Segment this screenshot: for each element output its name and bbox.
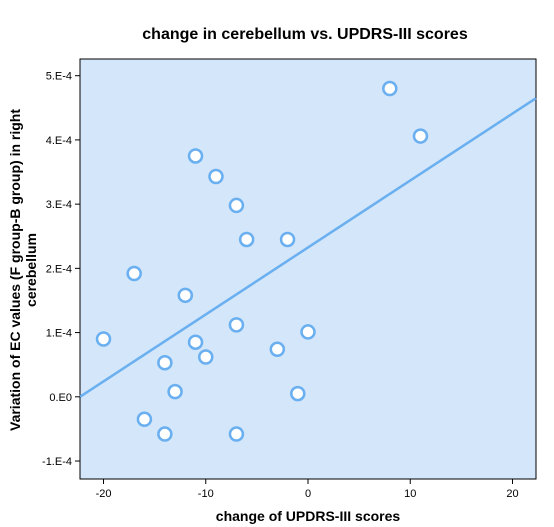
data-point	[157, 355, 173, 371]
y-tick-label: -1.E-4	[42, 456, 72, 468]
data-point	[290, 385, 306, 402]
x-tick-label: -10	[198, 488, 214, 500]
data-point	[269, 341, 286, 358]
data-point	[412, 128, 429, 144]
plot-area	[79, 58, 537, 480]
x-tick-label: 10	[404, 488, 416, 500]
data-point	[382, 80, 398, 97]
x-tick-label: -20	[96, 488, 112, 500]
x-axis-label: change of UPDRS-III scores	[216, 508, 401, 524]
y-tick-label: 5.E-4	[46, 71, 72, 83]
points-layer	[95, 80, 429, 442]
data-point	[300, 324, 316, 340]
data-point	[238, 231, 255, 248]
x-axis: -20 -10 0 10 20	[96, 479, 519, 500]
y-axis: -1.E-4 0.E0 1.E-4 2.E-4 3.E-4 4.E-4 5.E-4	[42, 71, 80, 468]
data-point	[136, 411, 153, 428]
data-point	[198, 349, 214, 365]
data-point	[228, 426, 245, 442]
data-point	[228, 317, 245, 333]
fit-line-layer	[79, 97, 537, 398]
y-tick-label: 1.E-4	[46, 328, 72, 340]
data-point	[187, 148, 204, 164]
data-point	[157, 426, 173, 442]
fit-line	[79, 97, 537, 398]
x-tick-label: 20	[506, 488, 518, 500]
data-point	[177, 287, 194, 304]
data-point	[187, 334, 204, 350]
y-axis-label-line-2: cerebellum	[23, 233, 39, 307]
data-point	[228, 197, 245, 214]
data-point	[95, 331, 112, 347]
y-tick-label: 3.E-4	[46, 199, 72, 211]
chart-title: change in cerebellum vs. UPDRS-III score…	[142, 26, 468, 43]
y-axis-label: Variation of EC values (F group-B group)…	[7, 109, 39, 431]
data-point	[208, 168, 224, 185]
data-point	[167, 383, 183, 400]
data-point	[279, 231, 296, 248]
y-tick-label: 2.E-4	[46, 263, 72, 275]
y-axis-label-line-1: Variation of EC values (F group-B group)…	[7, 109, 23, 431]
x-tick-label: 0	[305, 488, 311, 500]
data-point	[126, 265, 142, 282]
y-tick-label: 4.E-4	[46, 135, 72, 147]
y-tick-label: 0.E0	[49, 392, 72, 404]
